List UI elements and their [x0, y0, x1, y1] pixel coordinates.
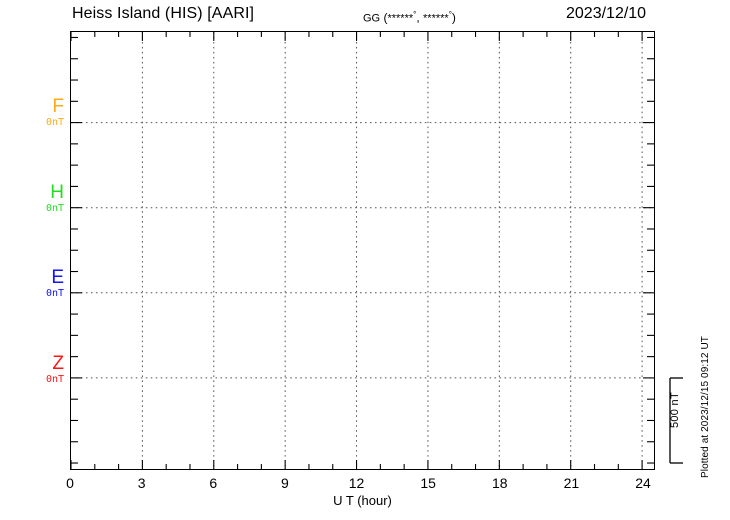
component-letter-z: Z	[52, 352, 64, 374]
degree-symbol-lon: °	[448, 10, 452, 19]
x-tick-label-0: 0	[66, 475, 74, 491]
plotted-at-timestamp: Plotted at 2023/12/15 09:12 UT	[700, 336, 711, 478]
axis-tick-layer	[71, 32, 654, 469]
component-baseline-e: 0nT	[45, 288, 64, 299]
coords-latitude: ******	[387, 12, 414, 25]
component-letter-f: F	[52, 96, 64, 117]
x-tick-label-6: 6	[209, 475, 218, 491]
x-tick-label-12: 12	[348, 475, 365, 491]
plot-date: 2023/12/10	[566, 5, 647, 22]
coords-prefix: GG	[363, 12, 381, 25]
x-tick-label-15: 15	[420, 475, 436, 491]
component-letter-h: H	[50, 181, 64, 203]
data-trace-layer	[71, 32, 654, 469]
scale-bar	[669, 377, 683, 464]
geographic-coordinates: GG (******°, ******°)	[363, 10, 456, 25]
coords-longitude: ******	[423, 12, 449, 25]
component-label-h: H 0nT	[30, 183, 64, 214]
x-tick-label-18: 18	[491, 475, 508, 491]
magnetogram-plot-area	[70, 31, 655, 470]
scale-bar-label: 500 nT	[669, 392, 681, 429]
grid-layer	[71, 32, 654, 469]
x-tick-label-21: 21	[563, 475, 580, 491]
x-tick-label-3: 3	[137, 475, 146, 491]
degree-symbol-lat: °	[413, 10, 417, 19]
component-letter-e: E	[51, 267, 64, 288]
component-baseline-z: 0nT	[45, 373, 64, 385]
component-baseline-f: 0nT	[45, 117, 64, 128]
component-label-z: Z 0nT	[30, 354, 64, 385]
x-tick-label-24: 24	[635, 475, 651, 491]
component-baseline-h: 0nT	[45, 202, 64, 214]
page-title: Heiss Island (HIS) [AARI]	[72, 5, 255, 22]
component-label-f: F 0nT	[30, 97, 64, 128]
x-tick-label-9: 9	[280, 475, 289, 491]
component-label-e: E 0nT	[30, 268, 64, 299]
x-axis-title: U T (hour)	[333, 493, 392, 508]
